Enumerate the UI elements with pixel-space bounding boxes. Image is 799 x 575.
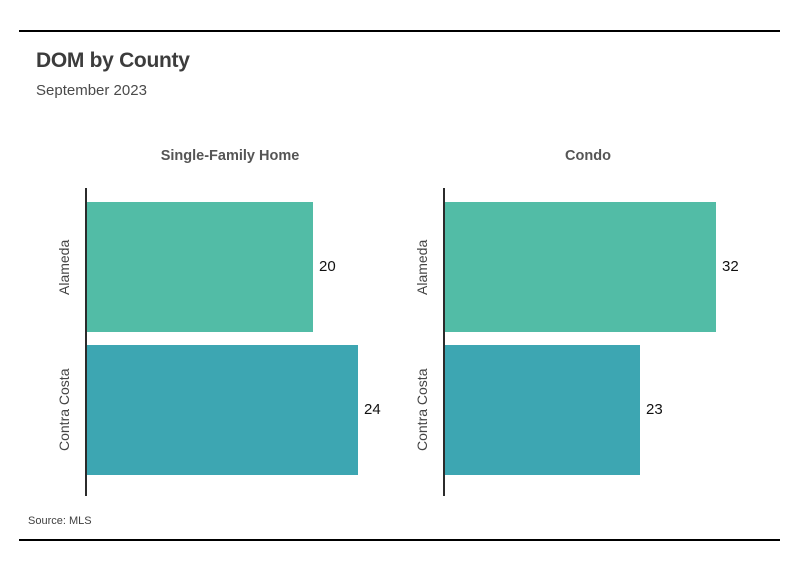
bar-contra-costa — [445, 345, 640, 475]
facet-plot-area: 32 23 — [443, 188, 739, 496]
source-caption: Source: MLS — [28, 515, 92, 527]
bar-contra-costa — [87, 345, 358, 475]
facet-category-labels: Alameda Contra Costa — [52, 188, 85, 496]
bar-alameda — [87, 202, 313, 332]
bottom-rule — [19, 539, 780, 541]
facet-category-labels: Alameda Contra Costa — [410, 188, 443, 496]
facet-condo: Condo Alameda Contra Costa 32 23 — [410, 145, 750, 505]
bar-value-label: 24 — [364, 401, 381, 418]
chart-title: DOM by County — [36, 49, 190, 72]
facet-title-single-family-home: Single-Family Home — [160, 148, 300, 164]
facet-single-family-home: Single-Family Home Alameda Contra Costa 2… — [52, 145, 392, 505]
category-label-alameda: Alameda — [56, 239, 72, 295]
category-label-contra-costa: Contra Costa — [56, 368, 72, 452]
bar-value-label: 20 — [319, 258, 336, 275]
bar-value-label: 32 — [722, 258, 739, 275]
chart-subtitle: September 2023 — [36, 82, 147, 99]
facet-title-condo: Condo — [565, 148, 611, 164]
top-rule — [19, 30, 780, 32]
facet-plot-area: 20 24 — [85, 188, 381, 496]
bar-alameda — [445, 202, 716, 332]
category-label-contra-costa: Contra Costa — [414, 368, 430, 452]
bar-value-label: 23 — [646, 401, 663, 418]
category-label-alameda: Alameda — [414, 239, 430, 295]
